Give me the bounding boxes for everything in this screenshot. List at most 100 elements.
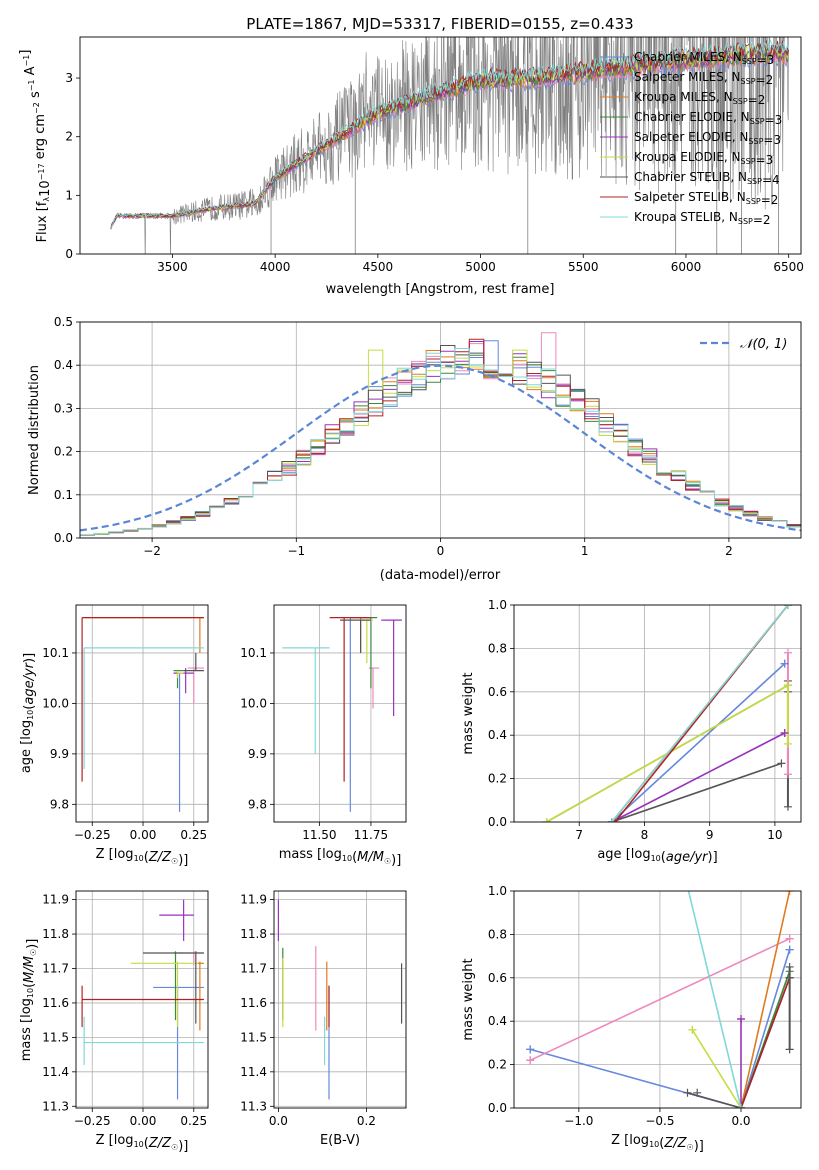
x-axis-label: (data-model)/error — [380, 568, 501, 583]
label-part: Z/ — [148, 1136, 164, 1151]
x-tick-label: 4000 — [260, 260, 291, 274]
label-part: Kroupa ELODIE, N — [634, 150, 741, 164]
y-tick-label: 9.8 — [50, 797, 69, 811]
axes-frame — [513, 890, 802, 1109]
y-tick-label: 1 — [65, 188, 73, 202]
label-part: 10 — [134, 854, 144, 863]
y-tick-label: 9.8 — [248, 797, 267, 811]
axes-frame — [273, 890, 407, 1109]
label-part: =2 — [756, 73, 774, 87]
x-tick-label: 11.75 — [354, 828, 388, 842]
figure-title: PLATE=1867, MJD=53317, FIBERID=0155, z=0… — [246, 15, 633, 33]
mass-weight-line — [529, 949, 791, 1108]
label-part: )] — [708, 850, 718, 865]
y-tick-label: 11.7 — [42, 962, 69, 976]
label-part: SSP — [741, 77, 756, 86]
x-axis-label: Z [log10(Z/Z☉)] — [611, 1133, 704, 1154]
mass-weight-line — [687, 891, 742, 1108]
model-spectrum — [110, 39, 790, 228]
label-part: =4 — [762, 173, 780, 187]
x-tick-label: 2 — [725, 544, 733, 558]
mass-weight-marker — [611, 818, 620, 822]
label-part: ( — [659, 1136, 664, 1151]
label-part: M/ — [357, 850, 374, 865]
label-part: =3 — [765, 113, 783, 127]
y-axis-label: mass weight — [461, 958, 476, 1040]
label-part: )] — [22, 653, 37, 663]
y-tick-label: 10.1 — [240, 646, 267, 660]
x-axis-label: Z [log10(Z/Z☉)] — [96, 847, 189, 868]
y-tick-label: 1.0 — [488, 598, 507, 612]
label-part: Z [log — [96, 847, 134, 862]
y-tick-label: 9.9 — [50, 747, 69, 761]
mass-weight-marker — [737, 1104, 746, 1108]
label-part: age [log — [597, 847, 650, 862]
label-part: mass [log — [19, 998, 34, 1061]
x-tick-label: 7 — [575, 828, 583, 842]
x-tick-label: 11.50 — [302, 828, 336, 842]
x-axis-label: Z [log10(Z/Z☉)] — [96, 1133, 189, 1154]
y-axis-label: Normed distribution — [27, 365, 42, 495]
x-tick-label: 0.2 — [357, 1114, 376, 1128]
mass-weight-line — [740, 977, 791, 1108]
plot-area — [81, 617, 204, 812]
label-part: SSP — [747, 177, 762, 186]
label-part: Chabrier MILES, N — [634, 50, 742, 64]
label-part: Chabrier ELODIE, N — [634, 110, 750, 124]
label-part: ☉ — [171, 857, 178, 866]
y-tick-label: 0.2 — [488, 772, 507, 786]
label-part: 10 — [342, 854, 352, 863]
label-part: =2 — [761, 193, 779, 207]
label-part: ☉ — [29, 949, 38, 956]
label-part: Salpeter ELODIE, N — [634, 130, 748, 144]
mass-weight-marker — [688, 1025, 697, 1034]
y-tick-label: 11.9 — [240, 893, 267, 907]
label-part: Z [log — [611, 1133, 649, 1148]
mass-weight-marker — [607, 818, 616, 822]
mass-weight-vs-age-panel: 7 8 9 10 0.0 0.2 0.4 0.6 0.8 1.0 mass weight age [l… — [461, 598, 802, 865]
label-part: ( — [144, 850, 149, 865]
label-part: age [log — [19, 720, 34, 773]
y-tick-label: 1.0 — [488, 884, 507, 898]
label-part: erg cm — [33, 114, 48, 163]
mass-weight-line — [611, 663, 786, 822]
label-part: =2 — [748, 93, 766, 107]
x-tick-label: −0.5 — [645, 1114, 674, 1128]
label-part: SSP — [738, 217, 753, 226]
x-tick-label: 8 — [641, 828, 649, 842]
y-tick-label: 0.0 — [488, 815, 507, 829]
label-part: 10 — [651, 854, 661, 863]
x-tick-label: −1.0 — [564, 1114, 593, 1128]
x-tick-label: −1 — [287, 544, 305, 558]
label-part: age/yr — [22, 661, 37, 704]
label-part: )] — [391, 853, 401, 868]
y-axis-label: mass [log10(M/M☉)] — [19, 939, 40, 1062]
label-part: =2 — [753, 213, 771, 227]
mass-vs-extinction-panel: 0.0 0.2 11.3 11.4 11.5 11.6 11.7 11.8 11.9 E(B-V) — [240, 890, 407, 1148]
y-tick-label: 0.4 — [488, 1014, 507, 1028]
mass-weight-line — [611, 762, 782, 822]
legend-entry: Salpeter MILES, NSSP=2 — [634, 70, 773, 87]
label-part: ☉ — [687, 1143, 694, 1152]
y-tick-label: 0 — [65, 247, 73, 261]
label-part: Kroupa STELIB, N — [634, 210, 738, 224]
label-part: SSP — [746, 197, 761, 206]
x-tick-label: −2 — [143, 544, 161, 558]
x-tick-label: −0.25 — [74, 1114, 111, 1128]
y-tick-label: 0.3 — [54, 401, 73, 415]
label-part: Z/ — [148, 850, 164, 865]
plot-area — [542, 605, 792, 822]
label-part: λ — [42, 197, 51, 202]
mass-weight-marker — [783, 605, 792, 609]
y-tick-label: 0.5 — [54, 315, 73, 329]
mass-weight-marker — [693, 1088, 702, 1097]
axes-frame — [75, 604, 209, 823]
y-tick-label: 0.4 — [54, 358, 73, 372]
y-tick-label: 10.1 — [42, 646, 69, 660]
label-part: SSP — [742, 57, 757, 66]
y-tick-label: 0.6 — [488, 685, 507, 699]
label-part: SSP — [748, 137, 763, 146]
x-tick-label: 0.00 — [130, 828, 157, 842]
